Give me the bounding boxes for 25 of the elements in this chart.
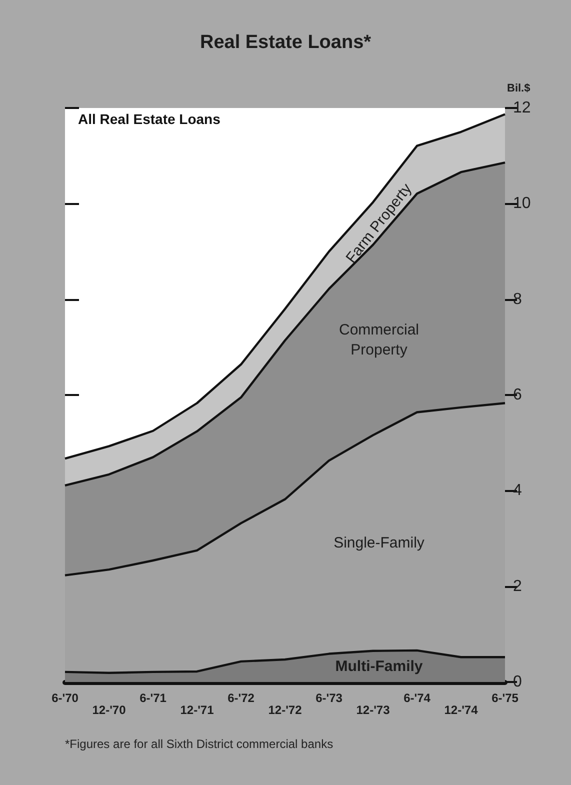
text: *Figures are for all Sixth District commercial banks (65, 737, 334, 751)
x-tick-label: 12-'74 (444, 703, 478, 717)
x-tick-label: 6-'75 (492, 691, 519, 705)
y-axis-title: Bil.$ (507, 82, 530, 94)
x-tick-label: 12-'71 (180, 703, 214, 717)
y-tick-label: 2 (513, 578, 522, 595)
x-tick-label: 6-'70 (52, 691, 79, 705)
y-tick-label: 6 (513, 386, 522, 404)
x-tick-label: 6-'71 (140, 691, 167, 705)
x-tick-label: 12-'70 (92, 703, 126, 717)
x-tick-label: 6-'72 (228, 691, 255, 705)
series-label: Multi-Family (335, 658, 424, 675)
chart-subtitle: All Real Estate Loans (78, 111, 221, 127)
series-label: Single-Family (334, 534, 425, 552)
x-tick-label: 12-'73 (356, 703, 390, 717)
series-label: Commercial Property (338, 321, 420, 358)
y-tick-label: 12 (513, 100, 531, 116)
y-tick-label: 4 (513, 482, 522, 500)
chart-title: Real Estate Loans* (200, 32, 372, 53)
x-tick-label: 12-'72 (268, 703, 302, 717)
x-tick-label: 6-'74 (404, 691, 431, 705)
y-tick-label: 10 (513, 195, 531, 212)
x-tick-label: 6-'73 (316, 691, 343, 705)
y-tick-label: 8 (513, 290, 522, 308)
y-tick-label: 0 (513, 674, 522, 690)
